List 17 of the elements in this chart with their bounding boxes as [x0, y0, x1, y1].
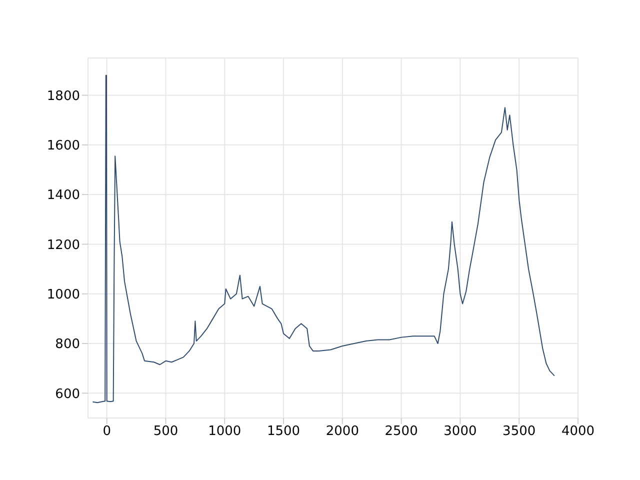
y-tick-label: 800 [55, 337, 80, 352]
y-tick-label: 1400 [46, 188, 80, 204]
y-tick-label: 600 [55, 386, 80, 402]
x-tick-label: 3000 [444, 424, 477, 440]
x-tick-label: 0 [102, 424, 111, 440]
x-tick-label: 2000 [326, 424, 359, 440]
line-series [92, 74, 555, 404]
y-tick-label: 1600 [46, 138, 80, 154]
x-tick-label: 1500 [266, 424, 300, 440]
x-tick-label: 4000 [561, 424, 595, 440]
x-tick-label: 3500 [502, 424, 536, 440]
x-tick-label: 2500 [384, 424, 418, 440]
y-tick-label: 1800 [46, 88, 80, 104]
x-tick-label: 500 [153, 424, 178, 440]
y-tick-label: 1200 [46, 238, 80, 253]
y-tick-label: 1000 [46, 287, 80, 302]
x-tick-label: 1000 [208, 424, 242, 440]
